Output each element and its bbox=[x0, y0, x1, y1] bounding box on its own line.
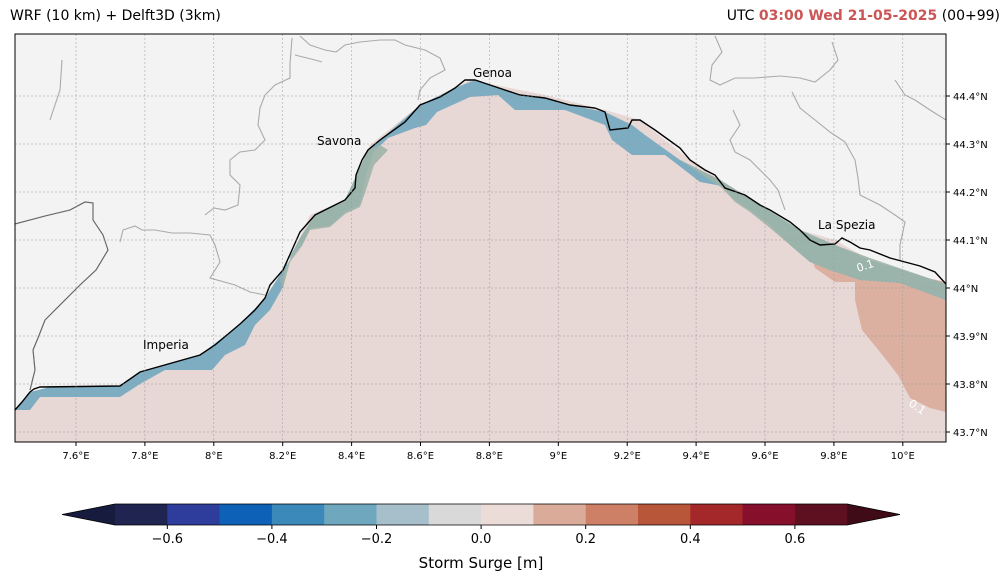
colorbar-segment bbox=[638, 504, 691, 525]
lon-tick-label: 7.8°E bbox=[131, 451, 158, 462]
colorbar-under-extend bbox=[62, 504, 115, 525]
coastal-surge-band-green bbox=[280, 145, 388, 288]
lat-tick-label: 44.2°N bbox=[953, 188, 988, 199]
colorbar-segment bbox=[376, 504, 430, 525]
colorbar-segment bbox=[167, 504, 221, 525]
colorbar-over-extend bbox=[847, 504, 900, 525]
coastal-surge-band bbox=[15, 80, 946, 410]
lon-tick-label: 7.6°E bbox=[62, 451, 89, 462]
colorbar-segment bbox=[533, 504, 587, 525]
city-label-imperia: Imperia bbox=[143, 338, 189, 352]
city-label-la-spezia: La Spezia bbox=[818, 218, 875, 232]
land-borders-dark bbox=[15, 201, 109, 391]
lat-tick-label: 44°N bbox=[953, 284, 978, 295]
model-title: WRF (10 km) + Delft3D (3km) bbox=[10, 8, 221, 24]
lat-tick-label: 43.9°N bbox=[953, 332, 988, 343]
longitude-ticks: 7.6°E 7.8°E 8°E 8.2°E 8.4°E 8.6°E 8.8°E 9°E 9.2°… bbox=[62, 442, 915, 462]
colorbar-segment bbox=[481, 504, 534, 525]
colorbar-segment bbox=[690, 504, 744, 525]
map-gridlines bbox=[15, 34, 946, 442]
colorbar-tick-label: −0.6 bbox=[152, 532, 184, 547]
colorbar-tick-label: 0.4 bbox=[680, 532, 701, 547]
sea-area bbox=[15, 80, 946, 442]
run-offset: (00+99) bbox=[941, 8, 1000, 24]
colorbar-segment bbox=[271, 504, 325, 525]
lat-tick-label: 43.7°N bbox=[953, 428, 988, 439]
lon-tick-label: 9°E bbox=[549, 451, 567, 462]
surge-positive-area bbox=[808, 248, 946, 412]
forecast-time: 03:00 Wed 21-05-2025 bbox=[758, 8, 938, 24]
colorbar-outline bbox=[61, 503, 901, 526]
colorbar-segment bbox=[324, 504, 377, 525]
colorbar-segment bbox=[742, 504, 796, 525]
lon-tick-label: 8°E bbox=[205, 451, 223, 462]
lon-tick-label: 8.4°E bbox=[338, 451, 365, 462]
colorbar-segment bbox=[585, 504, 639, 525]
lon-tick-label: 10°E bbox=[891, 451, 915, 462]
valid-time-title: UTC 03:00 Wed 21-05-2025 (00+99) bbox=[727, 8, 1000, 24]
contour-label-north: 0.1 bbox=[855, 257, 876, 275]
colorbar-label: Storm Surge [m] bbox=[419, 554, 544, 572]
colorbar-segment bbox=[115, 504, 168, 525]
city-label-savona: Savona bbox=[317, 134, 361, 148]
colorbar-tick-label: 0.2 bbox=[575, 532, 596, 547]
lon-tick-label: 9.4°E bbox=[682, 451, 709, 462]
colorbar-segment bbox=[219, 504, 273, 525]
lat-tick-label: 44.3°N bbox=[953, 140, 988, 151]
lon-tick-label: 8.8°E bbox=[476, 451, 503, 462]
lon-tick-label: 9.6°E bbox=[751, 451, 778, 462]
colorbar-tick-label: 0.6 bbox=[785, 532, 806, 547]
lat-tick-label: 43.8°N bbox=[953, 380, 988, 391]
colorbar: −0.6 −0.4 −0.2 0.0 0.2 0.4 0.6 bbox=[61, 503, 901, 547]
colorbar-segment bbox=[428, 504, 482, 525]
colorbar-segment bbox=[794, 504, 848, 525]
colorbar-tick-label: −0.2 bbox=[361, 532, 393, 547]
lat-tick-label: 44.4°N bbox=[953, 92, 988, 103]
lon-tick-label: 9.2°E bbox=[614, 451, 641, 462]
coastal-surge-band-green-east bbox=[680, 160, 946, 300]
lon-tick-label: 9.8°E bbox=[820, 451, 847, 462]
map-canvas: 0.1 0.1 bbox=[15, 34, 946, 442]
colorbar-tick-label: −0.4 bbox=[256, 532, 288, 547]
colorbar-tick-label: 0.0 bbox=[471, 532, 492, 547]
map-frame bbox=[14, 33, 947, 443]
lon-tick-label: 8.2°E bbox=[269, 451, 296, 462]
utc-label: UTC bbox=[726, 8, 755, 24]
city-label-genoa: Genoa bbox=[473, 66, 512, 80]
lon-tick-label: 8.6°E bbox=[407, 451, 434, 462]
latitude-ticks: 44.4°N 44.3°N 44.2°N 44.1°N 44°N 43.9°N 43.8°N… bbox=[946, 92, 988, 439]
coastline bbox=[15, 79, 946, 411]
lat-tick-label: 44.1°N bbox=[953, 236, 988, 247]
